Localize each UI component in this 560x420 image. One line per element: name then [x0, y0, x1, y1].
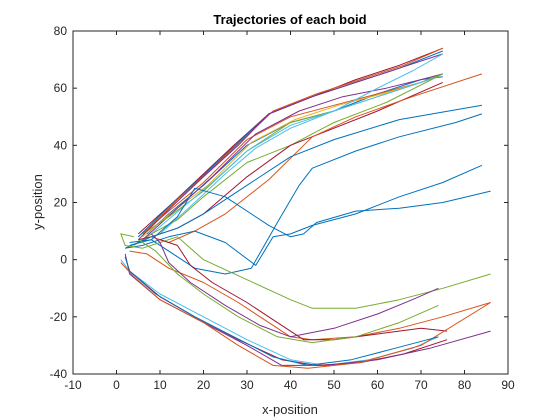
trajectory-line-20 [129, 250, 491, 341]
trajectory-line-11 [159, 53, 444, 235]
y-tick-label: 60 [54, 81, 68, 95]
x-tick-label: 20 [197, 378, 211, 392]
trajectory-line-17 [125, 164, 483, 266]
x-tick-label: 60 [371, 378, 385, 392]
y-tick-label: 20 [54, 196, 68, 210]
x-tick-label: 40 [284, 378, 298, 392]
y-tick-label: 40 [54, 138, 68, 152]
trajectory-line-14 [151, 73, 483, 243]
trajectory-line-16 [129, 113, 483, 275]
trajectory-line-15 [124, 104, 482, 249]
x-tick-label: 80 [458, 378, 472, 392]
trajectory-line-5 [142, 73, 443, 235]
trajectory-line-27 [120, 262, 491, 369]
trajectory-line-21 [159, 239, 448, 341]
y-tick-label: 0 [60, 253, 67, 267]
trajectory-line-25 [124, 256, 448, 366]
x-ticks: -10 0 10 20 30 40 50 60 70 80 90 [64, 31, 515, 392]
trajectory-line-26 [124, 253, 491, 366]
trajectory-line-12 [133, 73, 444, 246]
trajectory-line-19 [120, 233, 491, 309]
series-layer [120, 47, 491, 369]
x-tick-label: -10 [64, 378, 82, 392]
trajectory-line-10 [137, 53, 443, 241]
trajectory-line-28 [124, 256, 439, 366]
x-axis-label: x-position [262, 402, 318, 417]
trajectory-line-4 [142, 73, 443, 241]
chart-title: Trajectories of each boid [213, 12, 366, 27]
trajectory-line-13 [138, 81, 444, 241]
y-tick-label: 80 [54, 24, 68, 38]
y-tick-label: -40 [50, 367, 68, 381]
trajectory-line-22 [150, 233, 439, 338]
trajectory-line-23 [138, 239, 439, 344]
trajectory-line-18 [129, 187, 491, 246]
trajectory-line-6 [150, 76, 439, 235]
x-tick-label: 10 [153, 378, 167, 392]
y-axis-label: y-position [30, 174, 45, 230]
y-tick-label: -20 [50, 310, 68, 324]
x-tick-label: 0 [113, 378, 120, 392]
x-tick-label: 50 [327, 378, 341, 392]
trajectory-line-9 [142, 47, 443, 235]
x-tick-label: 90 [501, 378, 515, 392]
x-tick-label: 70 [414, 378, 428, 392]
x-tick-label: 30 [240, 378, 254, 392]
y-ticks: -40 -20 0 20 40 60 80 [50, 24, 508, 381]
